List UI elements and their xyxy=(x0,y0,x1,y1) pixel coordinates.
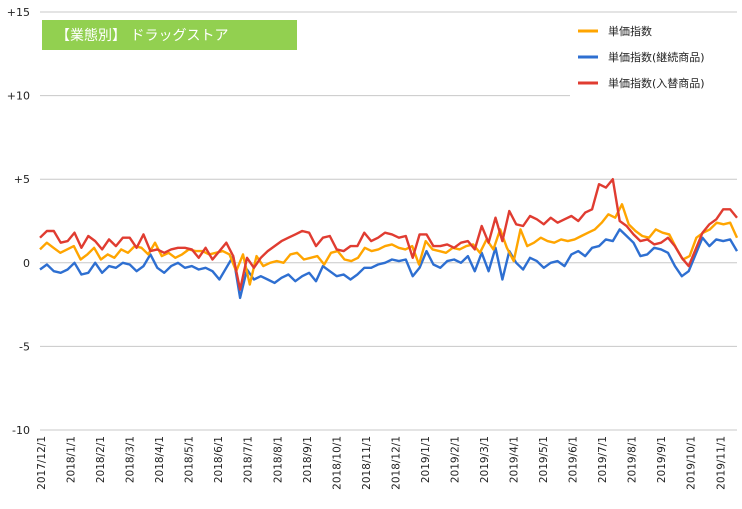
series-lines xyxy=(39,177,739,300)
x-tick-label: 2018/8/1 xyxy=(272,436,284,483)
x-tick-label: 2019/6/1 xyxy=(568,436,580,483)
legend: 単価指数 単価指数(継続商品) 単価指数(入替商品) xyxy=(570,14,738,98)
series-line-0 xyxy=(39,203,739,286)
legend-label-0: 単価指数 xyxy=(608,24,652,38)
legend-label-1: 単価指数(継続商品) xyxy=(608,50,705,64)
x-tick-label: 2018/3/1 xyxy=(125,436,137,483)
legend-label-2: 単価指数(入替商品) xyxy=(608,76,705,90)
y-tick-label: 0 xyxy=(23,257,30,270)
y-tick-label: -10 xyxy=(12,424,30,437)
series-line-1 xyxy=(39,228,739,300)
x-tick-label: 2018/12/1 xyxy=(390,436,402,490)
x-tick-label: 2018/7/1 xyxy=(243,436,255,483)
gridlines xyxy=(40,11,737,431)
y-tick-label: -5 xyxy=(19,340,30,353)
y-tick-label: +5 xyxy=(14,173,30,186)
y-tick-label: +10 xyxy=(7,90,30,103)
x-tick-label: 2019/9/1 xyxy=(656,436,668,483)
y-tick-label: +15 xyxy=(7,6,30,19)
x-tick-label: 2019/5/1 xyxy=(538,436,550,483)
x-tick-label: 2017/12/1 xyxy=(36,436,48,490)
y-axis-ticks: +15 +10 +5 0 -5 -10 xyxy=(7,6,30,437)
x-tick-label: 2019/7/1 xyxy=(597,436,609,483)
x-tick-label: 2019/1/1 xyxy=(420,436,432,483)
x-tick-label: 2018/5/1 xyxy=(184,436,196,483)
series-line-2 xyxy=(39,177,738,291)
x-tick-label: 2019/11/1 xyxy=(715,436,727,490)
x-tick-label: 2019/2/1 xyxy=(449,436,461,483)
x-tick-label: 2019/8/1 xyxy=(627,436,639,483)
x-tick-label: 2019/3/1 xyxy=(479,436,491,483)
x-tick-label: 2018/1/1 xyxy=(66,436,78,483)
x-tick-label: 2018/11/1 xyxy=(361,436,373,490)
chart-title-background xyxy=(42,20,297,50)
x-tick-label: 2019/10/1 xyxy=(686,436,698,490)
chart-title-text: 【業態別】 ドラッグストア xyxy=(56,28,228,44)
chart-title: 【業態別】 ドラッグストア xyxy=(42,20,297,50)
x-tick-label: 2018/10/1 xyxy=(331,436,343,490)
x-tick-label: 2018/2/1 xyxy=(95,436,107,483)
x-tick-label: 2018/4/1 xyxy=(154,436,166,483)
x-tick-label: 2018/6/1 xyxy=(213,436,225,483)
x-axis-ticks: 2017/12/1 2018/1/1 2018/2/1 2018/3/1 2018/4/… xyxy=(36,436,727,490)
x-tick-label: 2019/4/1 xyxy=(509,436,521,483)
x-tick-label: 2018/9/1 xyxy=(302,436,314,483)
